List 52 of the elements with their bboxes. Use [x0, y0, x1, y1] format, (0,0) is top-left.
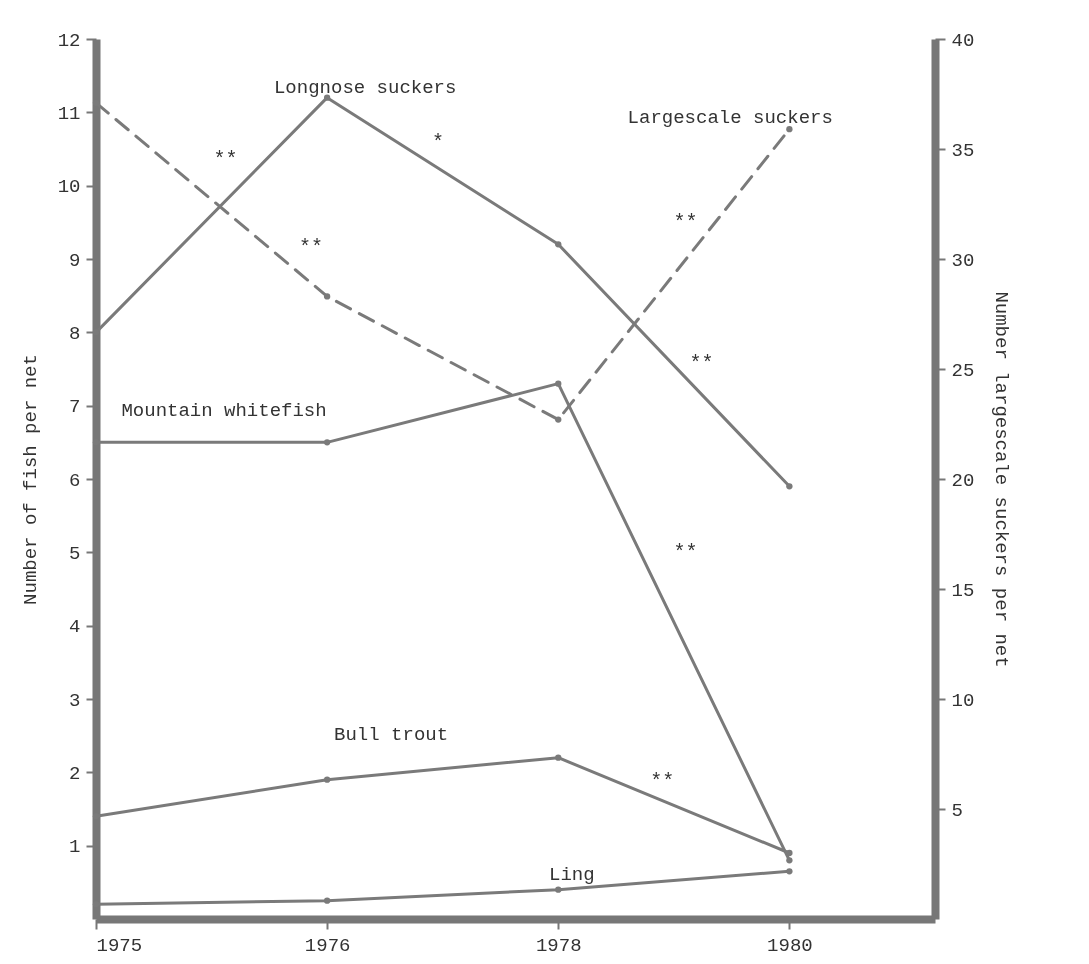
y-tick-label: 9 [69, 249, 81, 272]
y-tick-label: 6 [69, 469, 81, 492]
y-tick-label: 12 [57, 29, 81, 52]
x-tick-label: 1980 [767, 934, 813, 957]
series-label: Longnose suckers [273, 76, 457, 99]
y-tick-label: 1 [69, 836, 81, 859]
y-tick-label: 2 [69, 762, 81, 785]
point [323, 439, 331, 446]
y2-axis-title: Number largescale suckers per net [990, 291, 1013, 668]
y-axis-title: Number of fish per net [19, 354, 42, 605]
point [555, 754, 562, 761]
y-tick-label: 8 [69, 322, 81, 345]
x-tick-label: 1975 [96, 934, 143, 957]
annotation: ** [673, 211, 698, 235]
y2-tick-label: 15 [951, 579, 975, 602]
point [323, 776, 331, 783]
point [786, 483, 793, 490]
point [323, 293, 331, 300]
y-tick-label: 4 [69, 616, 81, 639]
point [555, 241, 562, 248]
y-tick-label: 3 [69, 689, 81, 712]
point [786, 849, 793, 857]
y2-tick-label: 20 [951, 469, 975, 492]
point [555, 886, 562, 893]
point [786, 857, 793, 864]
annotation: ** [213, 148, 238, 172]
annotation: ** [298, 235, 323, 259]
annotation: * [432, 130, 445, 154]
text: Largescale suckers [627, 107, 833, 130]
y-tick-label: 7 [69, 396, 81, 419]
y2-tick-label: 40 [951, 29, 975, 52]
series-label: Ling [549, 863, 595, 886]
x-tick-label: 1978 [535, 934, 582, 957]
point [323, 897, 331, 904]
point [786, 126, 793, 133]
point [555, 380, 562, 387]
annotation: ** [650, 770, 675, 794]
x-tick-label: 1976 [304, 934, 351, 957]
y2-tick-label: 10 [951, 689, 975, 712]
annotation: ** [673, 541, 698, 565]
y2-tick-label: 5 [951, 799, 963, 822]
annotation: ** [689, 352, 714, 376]
y2-tick-label: 30 [951, 249, 975, 272]
y-tick-label: 5 [69, 542, 81, 565]
point [555, 416, 562, 423]
y2-tick-label: 25 [951, 359, 975, 382]
point [786, 868, 793, 875]
y-tick-label: 10 [57, 176, 81, 199]
y-tick-label: 11 [57, 102, 81, 125]
series-label: Bull trout [334, 724, 449, 747]
series-label: Mountain whitefish [121, 400, 327, 423]
y2-tick-label: 35 [951, 139, 975, 162]
